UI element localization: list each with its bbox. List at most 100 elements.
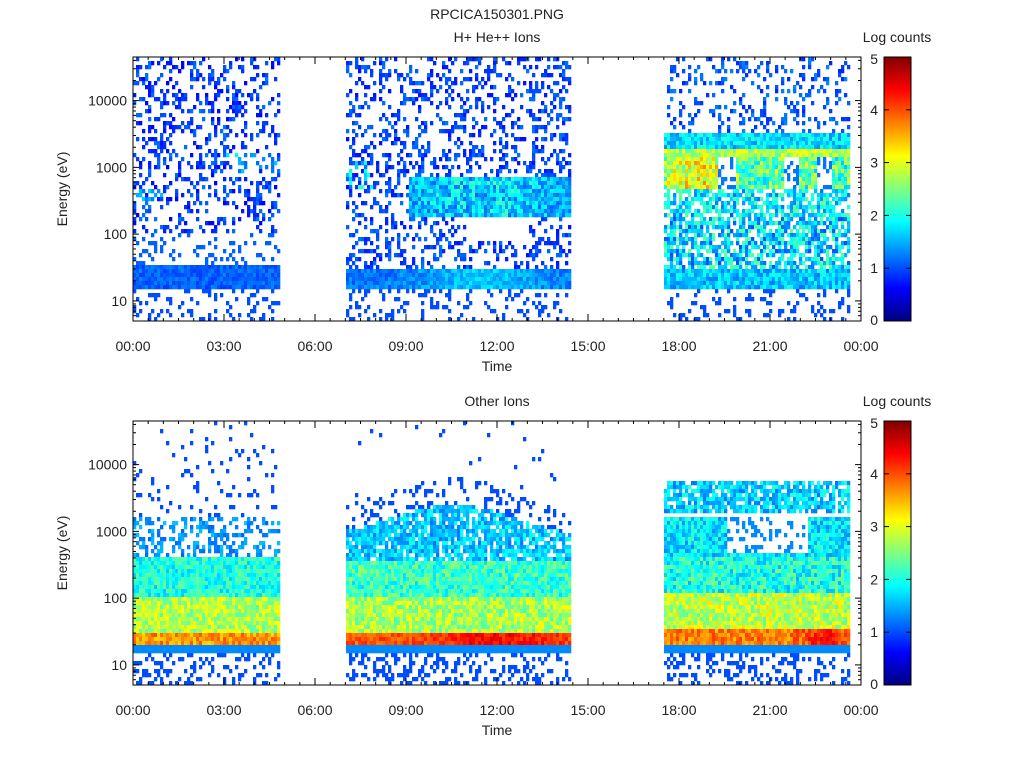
- heatmap-cell: [700, 145, 704, 150]
- heatmap-cell: [262, 125, 266, 130]
- heatmap-cell: [424, 221, 428, 226]
- heatmap-cell: [409, 213, 413, 218]
- heatmap-cell: [796, 213, 800, 218]
- heatmap-cell: [391, 277, 395, 282]
- heatmap-cell: [142, 137, 146, 142]
- heatmap-cell: [244, 145, 248, 150]
- heatmap-cell: [778, 137, 782, 142]
- heatmap-cell: [670, 137, 674, 142]
- heatmap-cell: [808, 205, 812, 210]
- heatmap-cell: [535, 173, 539, 178]
- heatmap-cell: [793, 109, 797, 114]
- heatmap-cell: [427, 277, 431, 282]
- heatmap-cell: [709, 169, 713, 174]
- heatmap-cell: [730, 209, 734, 214]
- heatmap-cell: [499, 165, 503, 170]
- heatmap-cell: [436, 257, 440, 262]
- heatmap-cell: [721, 89, 725, 94]
- heatmap-cell: [478, 153, 482, 158]
- heatmap-cell: [754, 245, 758, 250]
- heatmap-cell: [346, 137, 350, 142]
- heatmap-cell: [493, 205, 497, 210]
- heatmap-cell: [748, 237, 752, 242]
- heatmap-cell: [229, 313, 233, 318]
- heatmap-cell: [166, 89, 170, 94]
- heatmap-cell: [682, 177, 686, 182]
- heatmap-cell: [211, 117, 215, 122]
- heatmap-cell: [709, 81, 713, 86]
- heatmap-cell: [814, 205, 818, 210]
- heatmap-cell: [712, 273, 716, 278]
- heatmap-cell: [676, 169, 680, 174]
- heatmap-cell: [664, 177, 668, 182]
- heatmap-cell: [388, 245, 392, 250]
- heatmap-cell: [697, 253, 701, 258]
- heatmap-cell: [355, 81, 359, 86]
- heatmap-cell: [709, 257, 713, 262]
- heatmap-cell: [538, 185, 542, 190]
- heatmap-cell: [703, 257, 707, 262]
- heatmap-cell: [718, 209, 722, 214]
- heatmap-cell: [262, 157, 266, 162]
- heatmap-cell: [745, 281, 749, 286]
- heatmap-cell: [790, 257, 794, 262]
- heatmap-cell: [178, 305, 182, 310]
- heatmap-cell: [739, 273, 743, 278]
- heatmap-cell: [817, 141, 821, 146]
- heatmap-cell: [478, 97, 482, 102]
- heatmap-cell: [700, 153, 704, 158]
- heatmap-cell: [760, 141, 764, 146]
- heatmap-cell: [760, 169, 764, 174]
- heatmap-cell: [460, 173, 464, 178]
- heatmap-cell: [760, 297, 764, 302]
- heatmap-cell: [706, 273, 710, 278]
- heatmap-cell: [706, 165, 710, 170]
- heatmap-cell: [466, 265, 470, 270]
- heatmap-cell: [514, 177, 518, 182]
- heatmap-cell: [718, 285, 722, 290]
- heatmap-cell: [355, 97, 359, 102]
- heatmap-cell: [421, 277, 425, 282]
- heatmap-cell: [703, 201, 707, 206]
- heatmap-cell: [691, 161, 695, 166]
- heatmap-cell: [730, 257, 734, 262]
- heatmap-cell: [496, 97, 500, 102]
- heatmap-cell: [682, 145, 686, 150]
- heatmap-cell: [406, 153, 410, 158]
- heatmap-cell: [544, 241, 548, 246]
- heatmap-cell: [745, 309, 749, 314]
- heatmap-cell: [364, 293, 368, 298]
- heatmap-cell: [703, 145, 707, 150]
- heatmap-cell: [379, 97, 383, 102]
- heatmap-cell: [421, 205, 425, 210]
- heatmap-cell: [508, 289, 512, 294]
- heatmap-cell: [472, 317, 476, 322]
- heatmap-cell: [439, 181, 443, 186]
- heatmap-cell: [541, 101, 545, 106]
- heatmap-cell: [775, 213, 779, 218]
- heatmap-cell: [775, 273, 779, 278]
- heatmap-cell: [550, 281, 554, 286]
- heatmap-cell: [544, 69, 548, 74]
- heatmap-cell: [670, 241, 674, 246]
- heatmap-cell: [400, 157, 404, 162]
- heatmap-cell: [472, 277, 476, 282]
- heatmap-cell: [712, 205, 716, 210]
- heatmap-cell: [403, 237, 407, 242]
- heatmap-cell: [460, 253, 464, 258]
- heatmap-cell: [814, 165, 818, 170]
- heatmap-cell: [463, 225, 467, 230]
- heatmap-cell: [706, 225, 710, 230]
- heatmap-cell: [670, 281, 674, 286]
- heatmap-cell: [562, 213, 566, 218]
- heatmap-cell: [169, 265, 173, 270]
- heatmap-cell: [157, 117, 161, 122]
- heatmap-cell: [700, 229, 704, 234]
- heatmap-cell: [544, 269, 548, 274]
- heatmap-cell: [535, 265, 539, 270]
- heatmap-cell: [160, 205, 164, 210]
- heatmap-cell: [181, 277, 185, 282]
- heatmap-cell: [478, 269, 482, 274]
- heatmap-cell: [766, 193, 770, 198]
- heatmap-cell: [214, 181, 218, 186]
